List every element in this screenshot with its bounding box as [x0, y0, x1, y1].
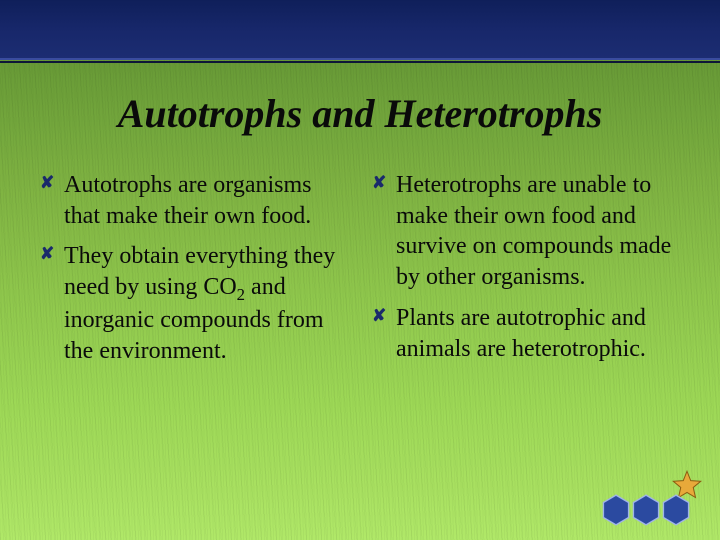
hexagon-icon	[602, 494, 630, 526]
list-item: ✘They obtain everything they need by usi…	[40, 241, 348, 366]
column-left: ✘Autotrophs are organisms that make thei…	[40, 170, 348, 377]
content-columns: ✘Autotrophs are organisms that make thei…	[40, 170, 680, 377]
bullet-icon: ✘	[372, 303, 396, 325]
list-item-text: Heterotrophs are unable to make their ow…	[396, 170, 680, 293]
slide-title: Autotrophs and Heterotrophs	[0, 90, 720, 137]
hexagon-icon	[632, 494, 660, 526]
list-item-text: Plants are autotrophic and animals are h…	[396, 303, 680, 364]
top-band	[0, 0, 720, 64]
list-item: ✘Heterotrophs are unable to make their o…	[372, 170, 680, 293]
bullet-icon: ✘	[40, 241, 64, 263]
list-item-text: They obtain everything they need by usin…	[64, 241, 348, 366]
list-item: ✘Autotrophs are organisms that make thei…	[40, 170, 348, 231]
bullet-icon: ✘	[40, 170, 64, 192]
accent-line-dark	[0, 61, 720, 63]
hexagon-icon	[662, 494, 690, 526]
column-right: ✘Heterotrophs are unable to make their o…	[372, 170, 680, 377]
list-item-text: Autotrophs are organisms that make their…	[64, 170, 348, 231]
slide: Autotrophs and Heterotrophs ✘Autotrophs …	[0, 0, 720, 540]
list-item: ✘Plants are autotrophic and animals are …	[372, 303, 680, 364]
bullet-icon: ✘	[372, 170, 396, 192]
top-band-fill	[0, 0, 720, 58]
accent-line-light	[0, 58, 720, 60]
footer-hexagons	[602, 494, 690, 526]
